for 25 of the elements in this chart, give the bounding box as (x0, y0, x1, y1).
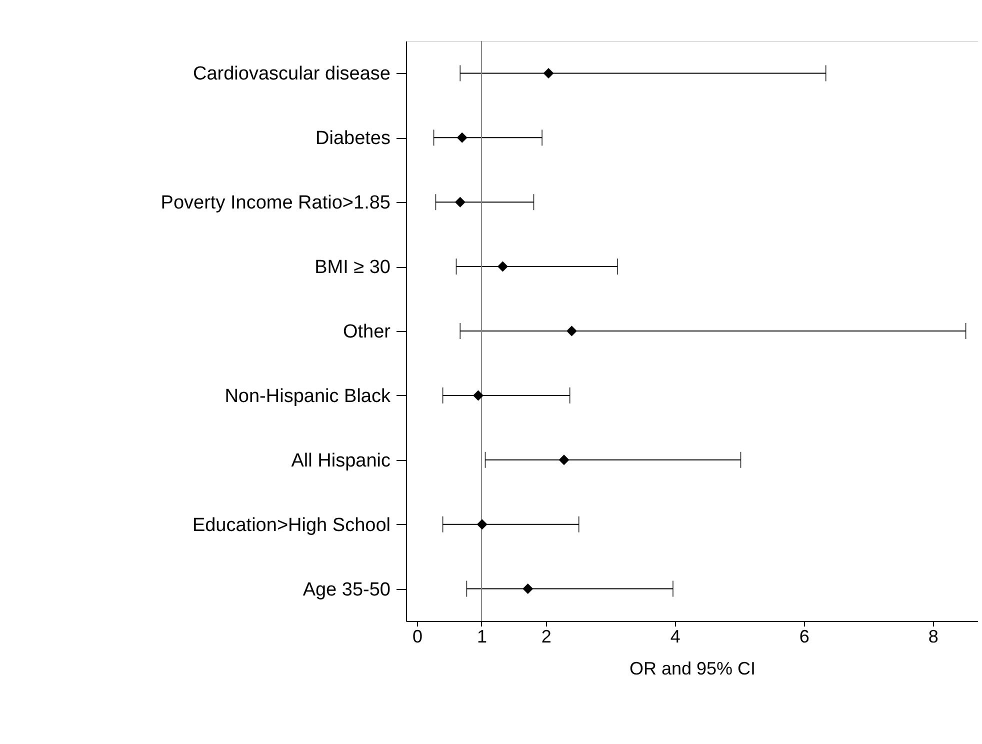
point (454, 196, 466, 208)
y-tick-label: Diabetes (316, 128, 390, 150)
point (497, 261, 508, 272)
point (472, 390, 484, 401)
point (543, 68, 554, 78)
point (566, 326, 577, 336)
x-tick-label: 1 (476, 626, 487, 646)
y-tick-label: Age 35-50 (302, 579, 390, 600)
y-tick-label: BMI ≥ 30 (314, 257, 390, 278)
y-tick-label: Other (342, 322, 392, 342)
y-tick-label: Education>High School (192, 514, 390, 536)
x-tick-label: 2 (541, 626, 552, 646)
x-axis-title: OR and 95% CI (629, 658, 756, 678)
point (456, 132, 468, 143)
x-tick-label: 4 (670, 626, 680, 646)
x-tick-label: 0 (412, 626, 422, 646)
point (476, 519, 488, 530)
point (558, 454, 570, 466)
y-tick-label: Non-Hispanic Black (224, 386, 391, 407)
y-tick-label: All Hispanic (291, 450, 390, 472)
x-tick-label: 8 (928, 626, 938, 646)
point (522, 584, 534, 594)
y-tick-label: Cardiovascular disease (193, 64, 390, 85)
x-tick-label: 6 (799, 626, 810, 646)
y-tick-label: Poverty Income Ratio>1.85 (160, 192, 390, 214)
